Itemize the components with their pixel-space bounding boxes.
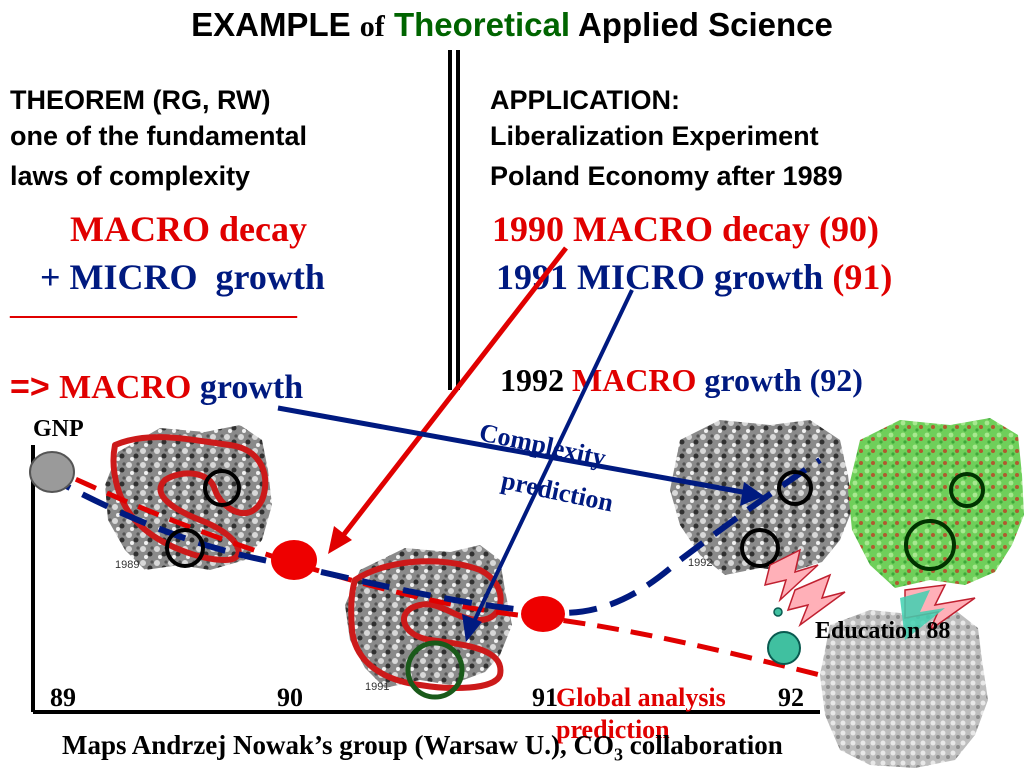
arrow-macro-decay [336, 246, 568, 544]
right-1991-text: 1991 MICRO growth [496, 257, 833, 297]
arrow-micro-growth-head [462, 614, 482, 642]
arrow-macro-growth-head [740, 482, 764, 506]
global-label-2: prediction [556, 715, 670, 744]
red-scribble-1991 [348, 558, 504, 691]
left-heading-line-1: THEOREM (RG, RW) [10, 85, 271, 115]
right-1992-rest: growth (92) [696, 362, 863, 398]
left-sum-rule: ______________________ [10, 290, 297, 321]
left-result: => MACRO growth [10, 368, 303, 407]
left-result-arrow: => [10, 368, 60, 406]
arrow-macro-growth [277, 405, 749, 496]
marker-circle-1989-b [165, 528, 205, 568]
footer-text: Maps Andrzej Nowak’s group (Warsaw U.), … [62, 730, 615, 760]
molecule-dot-icon [773, 607, 783, 617]
footer-tail: collaboration [623, 730, 783, 760]
title-part-example: EXAMPLE [191, 6, 360, 43]
lightning-icon-2 [786, 573, 846, 628]
divider-bar-left [448, 50, 452, 390]
left-micro-word: MICRO [69, 257, 198, 297]
right-heading-line-2: Liberalization Experiment [490, 121, 819, 151]
global-prediction-line [43, 462, 821, 678]
complexity-prediction-line [43, 457, 822, 616]
x-tick-91: 91 [532, 683, 558, 712]
x-tick-89: 89 [50, 683, 76, 712]
global-label-1: Global analysis [556, 683, 726, 712]
footer-subscript: 3 [614, 744, 624, 765]
left-heading-line-3: laws of complexity [10, 161, 251, 191]
title-part-of: of [359, 10, 385, 43]
gnp-label: GNP [33, 416, 84, 442]
red-scribble-1989 [110, 434, 269, 563]
left-growth-word: growth [215, 257, 325, 297]
arrow-macro-decay-head [328, 526, 352, 554]
gnp-point-1990 [271, 540, 317, 580]
right-heading-line-3: Poland Economy after 1989 [490, 161, 843, 191]
title-part-applied: Applied Science [570, 6, 833, 43]
molecule-icon [767, 631, 801, 665]
marker-circle-edu-a [949, 472, 985, 508]
education-label: Education 88 [815, 618, 950, 644]
marker-circle-1992-b [740, 528, 780, 568]
left-plus-sign: + [40, 257, 70, 297]
map-poland-faded [820, 610, 988, 768]
right-1990-decay: 1990 MACRO decay (90) [492, 209, 879, 249]
divider-bar-right [456, 50, 460, 390]
map-label-1991: 1991 [365, 681, 389, 693]
footer-credit: Maps Andrzej Nowak’s group (Warsaw U.), … [62, 730, 783, 765]
marker-circle-1989-a [203, 469, 241, 507]
marker-circle-edu-b [904, 519, 956, 571]
slide-title: EXAMPLE of Theoretical Applied Science [0, 6, 1024, 44]
lightning-icon-1 [763, 548, 819, 603]
right-1992-year: 1992 [500, 362, 572, 398]
right-heading-line-1: APPLICATION: [490, 85, 680, 115]
right-1991-growth: 1991 MICRO growth (91) [496, 256, 892, 298]
teal-bolt-icon [900, 590, 945, 640]
gnp-point-1991 [521, 596, 565, 632]
left-heading-line-2: one of the fundamental [10, 121, 307, 151]
left-micro-growth: + MICRO growth [40, 256, 325, 298]
title-part-theoretical: Theoretical [393, 6, 571, 43]
left-macro-decay: MACRO decay [70, 209, 307, 249]
right-1991-code: (91) [832, 257, 893, 297]
left-result-macro: MACRO [59, 369, 192, 406]
complexity-label-1: Complexity [477, 418, 609, 473]
gnp-point-1989 [29, 451, 75, 493]
map-poland-education [848, 418, 1024, 588]
x-tick-92: 92 [778, 683, 804, 712]
map-label-1989: 1989 [115, 559, 139, 571]
map-poland-1991 [345, 545, 512, 688]
left-result-growth: growth [199, 369, 304, 406]
x-tick-90: 90 [277, 683, 303, 712]
marker-circle-1991 [405, 640, 465, 700]
arrow-micro-growth [468, 289, 634, 631]
complexity-label-2: prediction [499, 466, 617, 518]
map-label-1992: 1992 [688, 557, 712, 569]
marker-circle-1992-a [777, 470, 813, 506]
